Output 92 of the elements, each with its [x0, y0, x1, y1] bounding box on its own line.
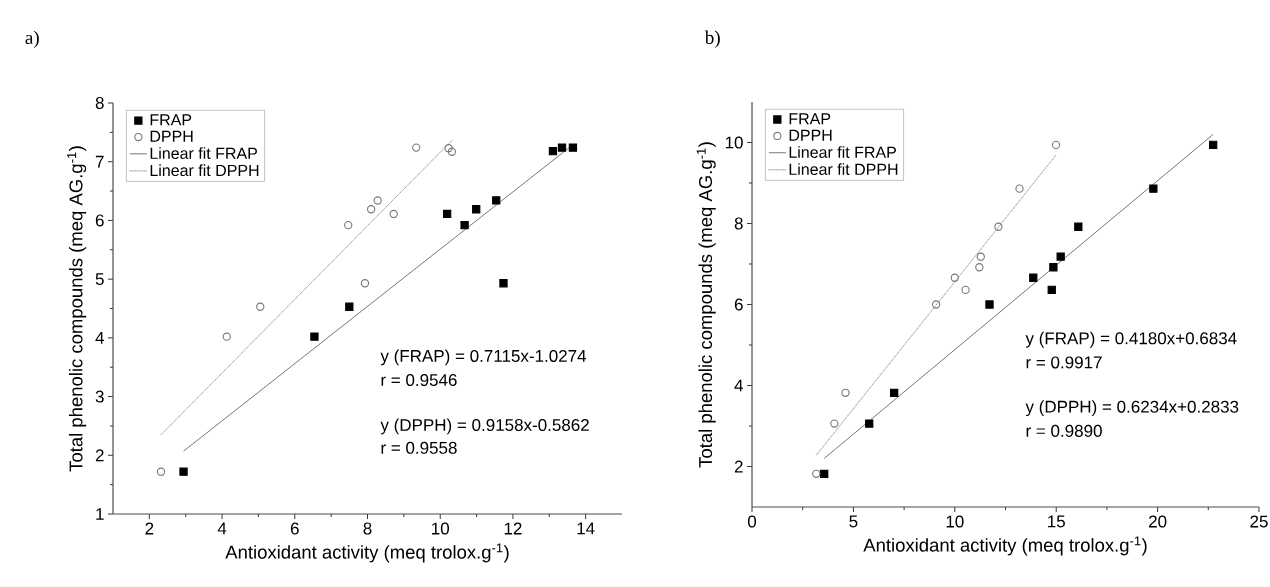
point	[256, 302, 265, 311]
point	[961, 285, 970, 295]
point	[412, 143, 421, 152]
point	[389, 209, 398, 219]
x-axis-title: Antioxidant activity (meq trolox.g$^{-1}$)	[225, 543, 509, 563]
point	[812, 469, 821, 478]
annotation: r = 0.9546	[381, 373, 457, 387]
point	[865, 419, 874, 428]
point	[890, 388, 899, 397]
point	[442, 209, 452, 219]
x-tick-label: 25	[1250, 515, 1268, 528]
annotation: r = 0.9890	[1026, 424, 1102, 437]
annotation: r = 0.9558	[381, 441, 457, 454]
x-axis-title: Antioxidant activity (meq trolox.g$^{-1}$)	[863, 536, 1147, 556]
y-tick-label: 4	[95, 332, 104, 344]
y-tick-label: 8	[95, 96, 104, 110]
point	[492, 196, 501, 205]
annotation: y (DPPH) = 0.6234x+0.2833	[1025, 400, 1239, 417]
point	[841, 388, 850, 397]
y-tick-label: 7	[95, 155, 104, 168]
legend-label: Linear fit FRAP	[789, 146, 896, 158]
point	[548, 146, 558, 156]
point	[156, 467, 166, 476]
chart-title: a)	[25, 30, 39, 48]
point	[976, 252, 985, 261]
point	[179, 467, 188, 476]
point	[1049, 263, 1058, 272]
point	[950, 273, 959, 282]
annotation: y (FRAP) = 0.7115x-1.0274	[380, 349, 587, 366]
legend-label: DPPH	[150, 130, 193, 142]
x-tick-label: 5	[849, 515, 858, 528]
legend-label: Linear fit DPPH	[150, 164, 259, 177]
y-tick-label: 1	[96, 508, 104, 520]
point	[373, 196, 382, 205]
x-tick-label: 8	[363, 522, 372, 535]
point	[366, 205, 376, 214]
x-tick-label: 20	[1149, 515, 1167, 528]
legend-label: Linear fit FRAP	[150, 147, 257, 160]
point	[344, 220, 353, 230]
point	[447, 147, 456, 156]
annotation: r = 0.9917	[1026, 356, 1102, 369]
y-tick-label: 6	[95, 214, 104, 227]
y-tick-label: 4	[734, 379, 743, 392]
point	[460, 220, 469, 230]
chart-title: b)	[704, 30, 720, 48]
annotation: y (FRAP) = 0.4180x+0.6834	[1025, 331, 1237, 348]
x-tick-label: 14	[577, 522, 595, 535]
point	[499, 279, 508, 288]
y-tick-label: 6	[734, 298, 743, 311]
x-tick-label: 10	[432, 522, 450, 535]
x-tick-label: 6	[290, 522, 299, 535]
point	[932, 300, 941, 309]
x-tick-label: 2	[145, 522, 154, 535]
point	[994, 222, 1003, 231]
x-tick-label: 10	[946, 515, 964, 528]
y-tick-label: 10	[725, 136, 743, 149]
point	[472, 205, 481, 214]
point	[1015, 184, 1024, 193]
legend-label: Linear fit DPPH	[789, 163, 898, 176]
point	[557, 143, 567, 152]
point	[444, 144, 453, 153]
x-tick-label: 12	[504, 522, 522, 535]
y-tick-label: 3	[95, 390, 104, 403]
point	[985, 300, 994, 309]
point	[1209, 140, 1218, 150]
point	[345, 302, 354, 311]
annotation: y (DPPH) = 0.9158x-0.5862	[380, 418, 589, 435]
y-axis-title: Total phenolic compounds (meq AG.g$^{-1}$)	[67, 146, 87, 472]
point	[1056, 252, 1065, 261]
y-tick-label: 2	[95, 449, 104, 462]
y-axis-title: Total phenolic compounds (meq AG.g$^{-1}$)	[696, 142, 716, 468]
point	[830, 419, 839, 428]
y-tick-label: 5	[95, 273, 104, 286]
legend-label: FRAP	[789, 113, 831, 125]
x-tick-label: 0	[747, 515, 757, 528]
point	[975, 263, 984, 272]
point	[820, 469, 829, 478]
point	[1029, 273, 1038, 282]
y-tick-label: 8	[734, 217, 743, 230]
legend-label: DPPH	[789, 129, 832, 141]
point	[568, 143, 578, 152]
point	[1149, 184, 1158, 193]
y-tick-label: 2	[734, 460, 743, 473]
legend-label: FRAP	[150, 114, 192, 126]
x-tick-label: 4	[217, 522, 227, 535]
point	[1047, 285, 1056, 295]
point	[360, 279, 370, 288]
point	[222, 332, 231, 341]
point	[310, 332, 319, 341]
x-tick-label: 15	[1048, 515, 1065, 528]
point	[1051, 140, 1061, 150]
point	[1074, 222, 1083, 231]
